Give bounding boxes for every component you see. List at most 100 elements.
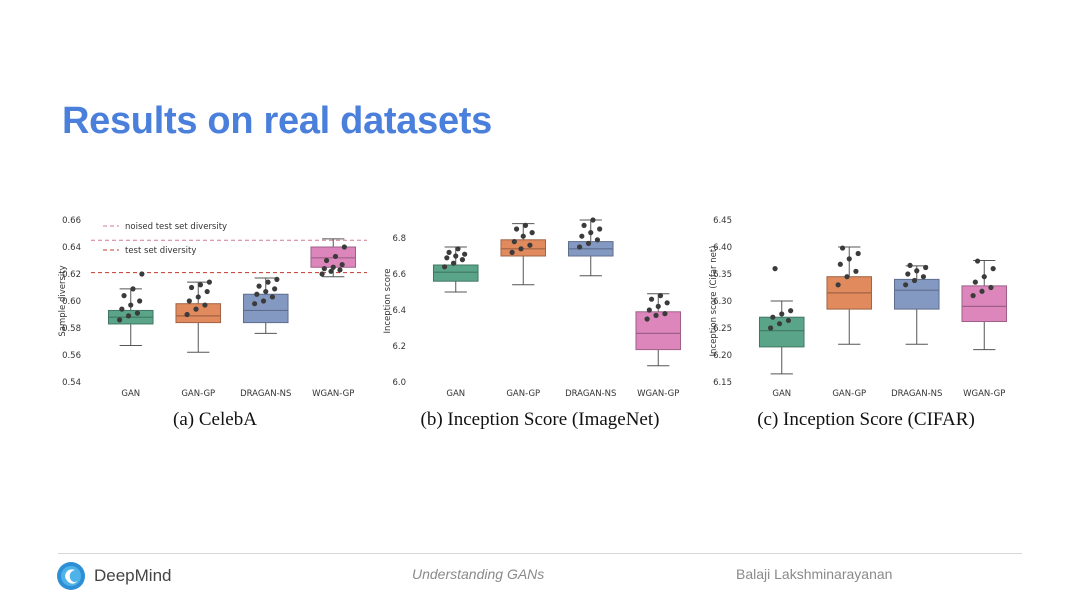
y-tick-label: 6.8 [392,234,406,244]
data-point [903,282,909,288]
data-point [128,302,134,308]
y-tick-label: 6.35 [713,270,732,280]
data-point [990,266,996,272]
data-point [594,237,601,243]
data-point [644,316,650,322]
data-point [184,311,190,318]
x-tick-label: GAN-GP [506,389,540,399]
data-point [444,255,450,261]
data-point [907,262,913,268]
data-point [341,244,347,250]
data-point [252,301,258,307]
data-point [597,226,603,232]
data-point [657,293,664,299]
data-point [511,239,517,245]
data-point [459,257,466,263]
chart-cifar: 6.15 6.20 6.25 6.30 6.35 6.40 6.45 Inception sc… [709,216,1008,399]
x-tick-label: GAN [446,389,465,399]
data-point [923,264,929,271]
data-point [453,253,459,259]
data-point [272,286,278,292]
data-point [520,233,526,239]
y-tick-label: 6.45 [713,216,732,226]
caption-cifar: (c) Inception Score (CIFAR) [757,409,975,430]
data-point [648,296,655,302]
box-dragan-ns [242,293,289,324]
x-tick-label: WGAN-GP [637,389,679,399]
data-point [274,276,280,282]
data-point [518,246,524,252]
data-point [121,293,127,299]
data-point [972,279,978,285]
box-dragan-ns [893,278,940,310]
data-point [260,298,267,304]
y-tick-label: 6.40 [713,243,732,253]
data-point [513,226,520,232]
data-point [323,257,330,264]
x-tick-label: DRAGAN-NS [240,389,291,399]
data-point [974,258,981,264]
data-point [785,317,792,324]
legend-entry: noised test set diversity [125,222,227,232]
footer-author: Balaji Lakshminarayanan [736,566,893,582]
y-tick-label: 0.56 [62,351,81,361]
y-tick-label: 0.58 [62,324,81,334]
y-tick-label: 0.66 [62,216,81,226]
data-point [911,277,918,284]
x-tick-label: DRAGAN-NS [891,389,942,399]
data-point [139,271,145,277]
figure-imagenet: 6.0 6.2 6.4 6.6 6.8 Inception score GAN GAN-GP D… [380,212,700,452]
data-point [664,300,670,306]
data-point [319,271,325,277]
footer-divider [58,553,1022,554]
data-point [202,302,208,308]
legend-entry: test set diversity [125,246,196,256]
data-point [522,222,529,228]
data-point [920,274,927,280]
y-tick-label: 6.15 [713,378,732,388]
chart-celeba: 0.54 0.56 0.58 0.60 0.62 0.64 0.66 Sample diver… [58,216,367,399]
data-point [446,249,452,255]
slide-title: Results on real datasets [62,100,492,142]
data-point [590,217,596,223]
chart-imagenet: 6.0 6.2 6.4 6.6 6.8 Inception score GAN GAN-GP D… [383,217,682,399]
data-point [981,274,987,280]
data-point [455,246,461,252]
deepmind-logo-text: DeepMind [94,566,172,585]
data-point [442,264,448,270]
figure-cifar: 6.15 6.20 6.25 6.30 6.35 6.40 6.45 Inception sc… [706,212,1026,452]
deepmind-logo: DeepMind [56,561,172,591]
data-point [853,268,859,274]
y-axis-label: Sample diversity [58,265,68,336]
caption-imagenet: (b) Inception Score (ImageNet) [420,409,660,430]
data-point [585,240,592,246]
data-point [119,306,125,312]
data-point [844,274,850,280]
data-point [193,306,199,312]
data-point [855,250,861,257]
figure-celeba: 0.54 0.56 0.58 0.60 0.62 0.64 0.66 Sample diver… [55,212,375,452]
data-point [979,288,985,294]
data-point [462,251,468,257]
y-tick-label: 6.6 [392,270,406,280]
data-point [450,260,457,266]
y-axis-label: Inception score (Cifar net) [709,246,719,357]
x-tick-label: DRAGAN-NS [565,389,616,399]
data-point [772,266,778,272]
y-tick-label: 6.2 [392,342,406,352]
data-point [662,311,668,317]
x-tick-label: WGAN-GP [312,389,354,399]
data-point [269,294,276,300]
data-point [646,307,652,313]
y-tick-label: 6.25 [713,324,732,334]
data-point [256,283,262,289]
data-point [588,230,594,236]
data-point [509,249,515,255]
data-point [581,222,587,228]
data-point [204,288,210,295]
data-point [125,313,132,319]
footer-talk-title: Understanding GANs [412,566,545,582]
data-point [206,279,212,285]
data-point [905,271,911,277]
y-tick-label: 0.54 [62,378,81,388]
